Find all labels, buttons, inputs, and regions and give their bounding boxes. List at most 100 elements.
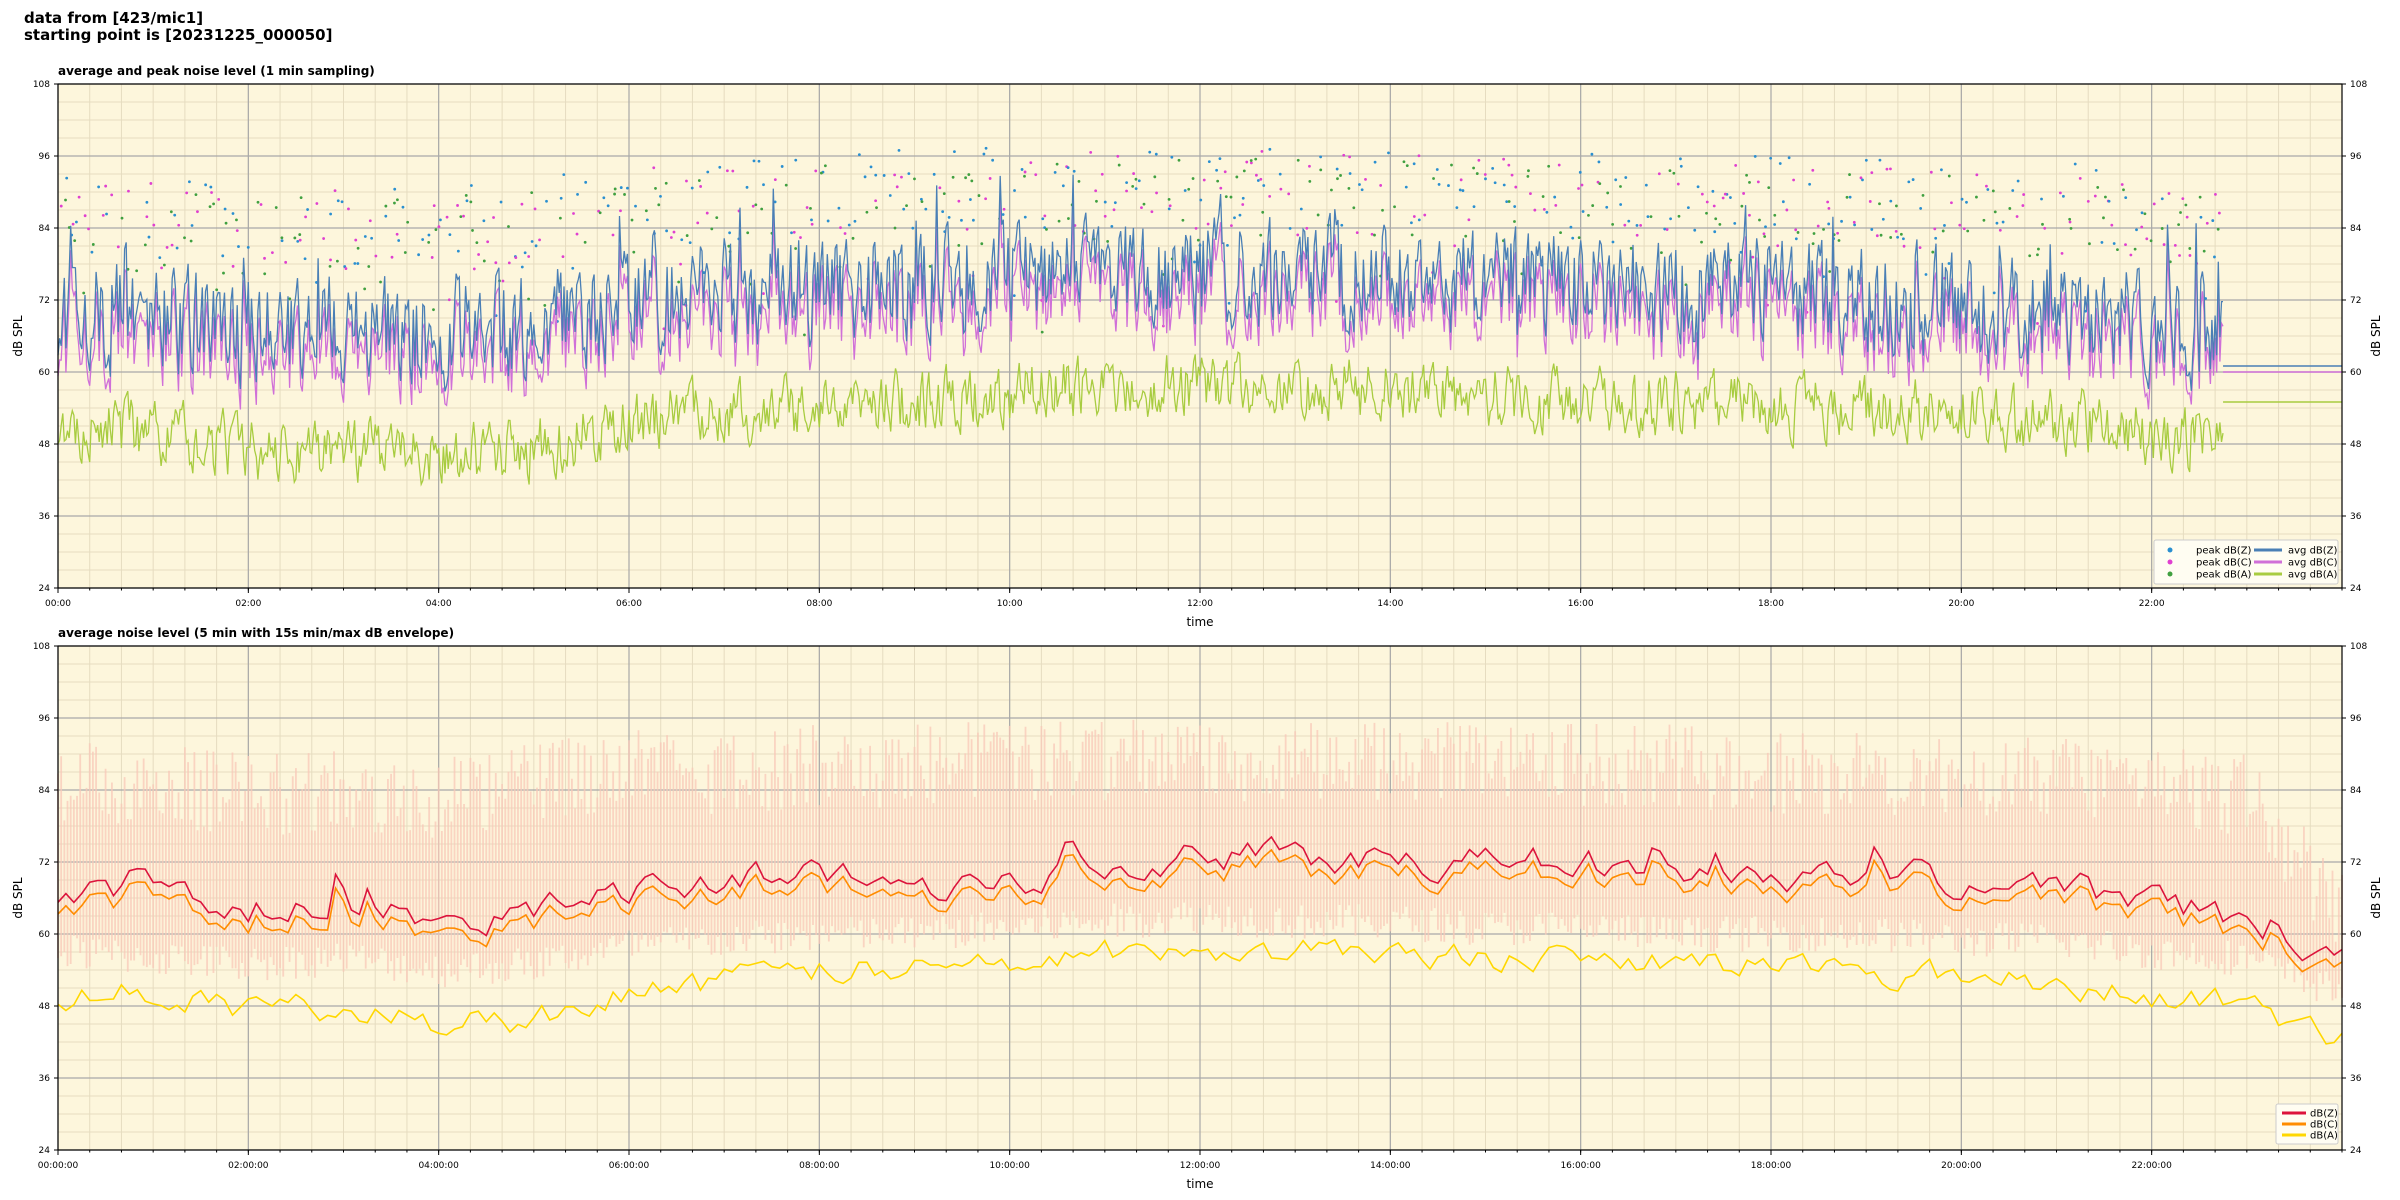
- peak-dba-dot: [1837, 239, 1841, 242]
- peak-dba-dot: [664, 181, 668, 185]
- peak-dbz-dot: [175, 246, 179, 250]
- peak-dbz-dot: [869, 165, 873, 169]
- peak-dbc-dot: [1348, 155, 1352, 159]
- peak-dbz-dot: [1268, 147, 1272, 151]
- peak-dbz-dot: [1773, 223, 1777, 226]
- peak-dba-dot: [2133, 247, 2137, 251]
- y-tick-label-right: 24: [2350, 584, 2362, 594]
- peak-dbz-dot: [1319, 155, 1323, 159]
- peak-dba-dot: [613, 192, 616, 196]
- peak-dba-dot: [583, 240, 587, 244]
- peak-dbc-dot: [2205, 221, 2209, 225]
- peak-dbz-dot: [1410, 221, 1413, 225]
- peak-dbc-dot: [1852, 220, 1856, 224]
- peak-dba-dot: [1740, 204, 1744, 208]
- peak-dbc-dot: [390, 255, 394, 259]
- peak-dbz-dot: [1848, 195, 1852, 199]
- y-tick-label-right: 108: [2350, 642, 2367, 652]
- peak-dbc-dot: [1721, 196, 1725, 200]
- peak-dbc-dot: [217, 198, 221, 201]
- peak-dbz-dot: [1053, 170, 1057, 174]
- peak-dba-dot: [464, 194, 468, 197]
- peak-dbz-dot: [882, 174, 886, 177]
- peak-dba-dot: [235, 218, 238, 222]
- peak-dbz-dot: [393, 187, 397, 191]
- peak-dbc-dot: [1870, 171, 1874, 175]
- peak-dbz-dot: [1238, 213, 1242, 217]
- peak-dba-dot: [2068, 217, 2072, 221]
- peak-dbz-dot: [728, 231, 732, 235]
- peak-dba-dot: [288, 297, 292, 301]
- peak-dbc-dot: [1751, 255, 1755, 259]
- legend-label: peak dB(C): [2196, 558, 2252, 569]
- peak-dbc-dot: [83, 214, 87, 218]
- peak-dbz-dot: [853, 219, 857, 223]
- peak-dbc-dot: [1785, 208, 1789, 212]
- peak-dbz-dot: [602, 196, 606, 200]
- peak-dbc-dot: [699, 185, 703, 188]
- peak-dbz-dot: [626, 186, 629, 190]
- peak-dbz-dot: [1686, 206, 1690, 210]
- peak-dbc-dot: [1875, 234, 1879, 238]
- data-source-label: data from [423/mic1]: [24, 9, 204, 27]
- peak-dbz-dot: [523, 251, 527, 255]
- peak-dbc-dot: [1245, 160, 1249, 164]
- peak-dba-dot: [1393, 205, 1396, 209]
- peak-dbc-dot: [792, 230, 796, 234]
- peak-dbz-dot: [690, 186, 694, 190]
- peak-dbz-dot: [888, 194, 892, 197]
- peak-dba-dot: [1235, 175, 1239, 179]
- peak-dbc-dot: [149, 182, 153, 185]
- peak-dba-dot: [1714, 217, 1718, 221]
- peak-dbz-dot: [960, 218, 963, 222]
- peak-dba-dot: [1982, 218, 1986, 222]
- x-tick-label: 14:00:00: [1370, 1161, 1411, 1171]
- peak-dbc-dot: [533, 207, 537, 211]
- peak-dbc-dot: [1206, 222, 1210, 226]
- peak-dbc-dot: [725, 169, 729, 173]
- peak-dbc-dot: [1794, 228, 1798, 232]
- x-tick-label: 16:00:00: [1560, 1161, 1601, 1171]
- peak-dba-dot: [970, 179, 974, 183]
- peak-dba-dot: [434, 228, 438, 232]
- peak-dbc-dot: [263, 256, 266, 260]
- envelope-band-group: [57, 719, 2343, 1002]
- peak-dbc-dot: [472, 267, 476, 271]
- peak-dba-dot: [1541, 195, 1545, 198]
- peak-dbz-dot: [280, 239, 284, 243]
- peak-dba-dot: [2088, 242, 2091, 246]
- peak-dbz-dot: [1455, 206, 1459, 210]
- chart-title: average and peak noise level (1 min samp…: [58, 64, 375, 78]
- peak-dbz-dot: [1227, 301, 1231, 305]
- peak-dbc-dot: [611, 233, 615, 237]
- peak-dbc-dot: [1985, 184, 1988, 188]
- peak-dbz-dot: [2001, 220, 2005, 224]
- peak-dbc-dot: [145, 215, 149, 219]
- peak-dba-dot: [1991, 189, 1995, 193]
- y-axis-label: dB SPL: [11, 315, 25, 357]
- peak-dbz-dot: [780, 165, 784, 168]
- peak-dbc-dot: [1308, 164, 1311, 168]
- peak-dbc-dot: [344, 267, 348, 270]
- peak-dba-dot: [2096, 186, 2100, 189]
- peak-dbz-dot: [576, 192, 579, 196]
- peak-dba-dot: [1405, 164, 1409, 167]
- peak-dbz-dot: [1417, 218, 1421, 222]
- peak-dbz-dot: [794, 158, 798, 162]
- peak-dbz-dot: [1358, 183, 1361, 186]
- peak-dbc-dot: [1168, 204, 1172, 208]
- peak-dbz-dot: [863, 175, 867, 179]
- peak-dbz-dot: [2124, 196, 2128, 199]
- peak-dbz-dot: [65, 176, 69, 180]
- peak-dbz-dot: [340, 200, 344, 204]
- peak-dbz-dot: [401, 205, 405, 209]
- peak-dbz-dot: [1808, 182, 1812, 186]
- peak-dba-dot: [91, 243, 95, 246]
- y-tick-label-right: 36: [2350, 512, 2362, 522]
- peak-dbc-dot: [1712, 204, 1716, 208]
- peak-dbc-dot: [2036, 322, 2039, 325]
- peak-dbz-dot: [2140, 211, 2144, 215]
- x-axis-label: time: [1186, 615, 1213, 629]
- peak-dbz-dot: [2112, 242, 2116, 245]
- peak-dbz-dot: [427, 233, 431, 237]
